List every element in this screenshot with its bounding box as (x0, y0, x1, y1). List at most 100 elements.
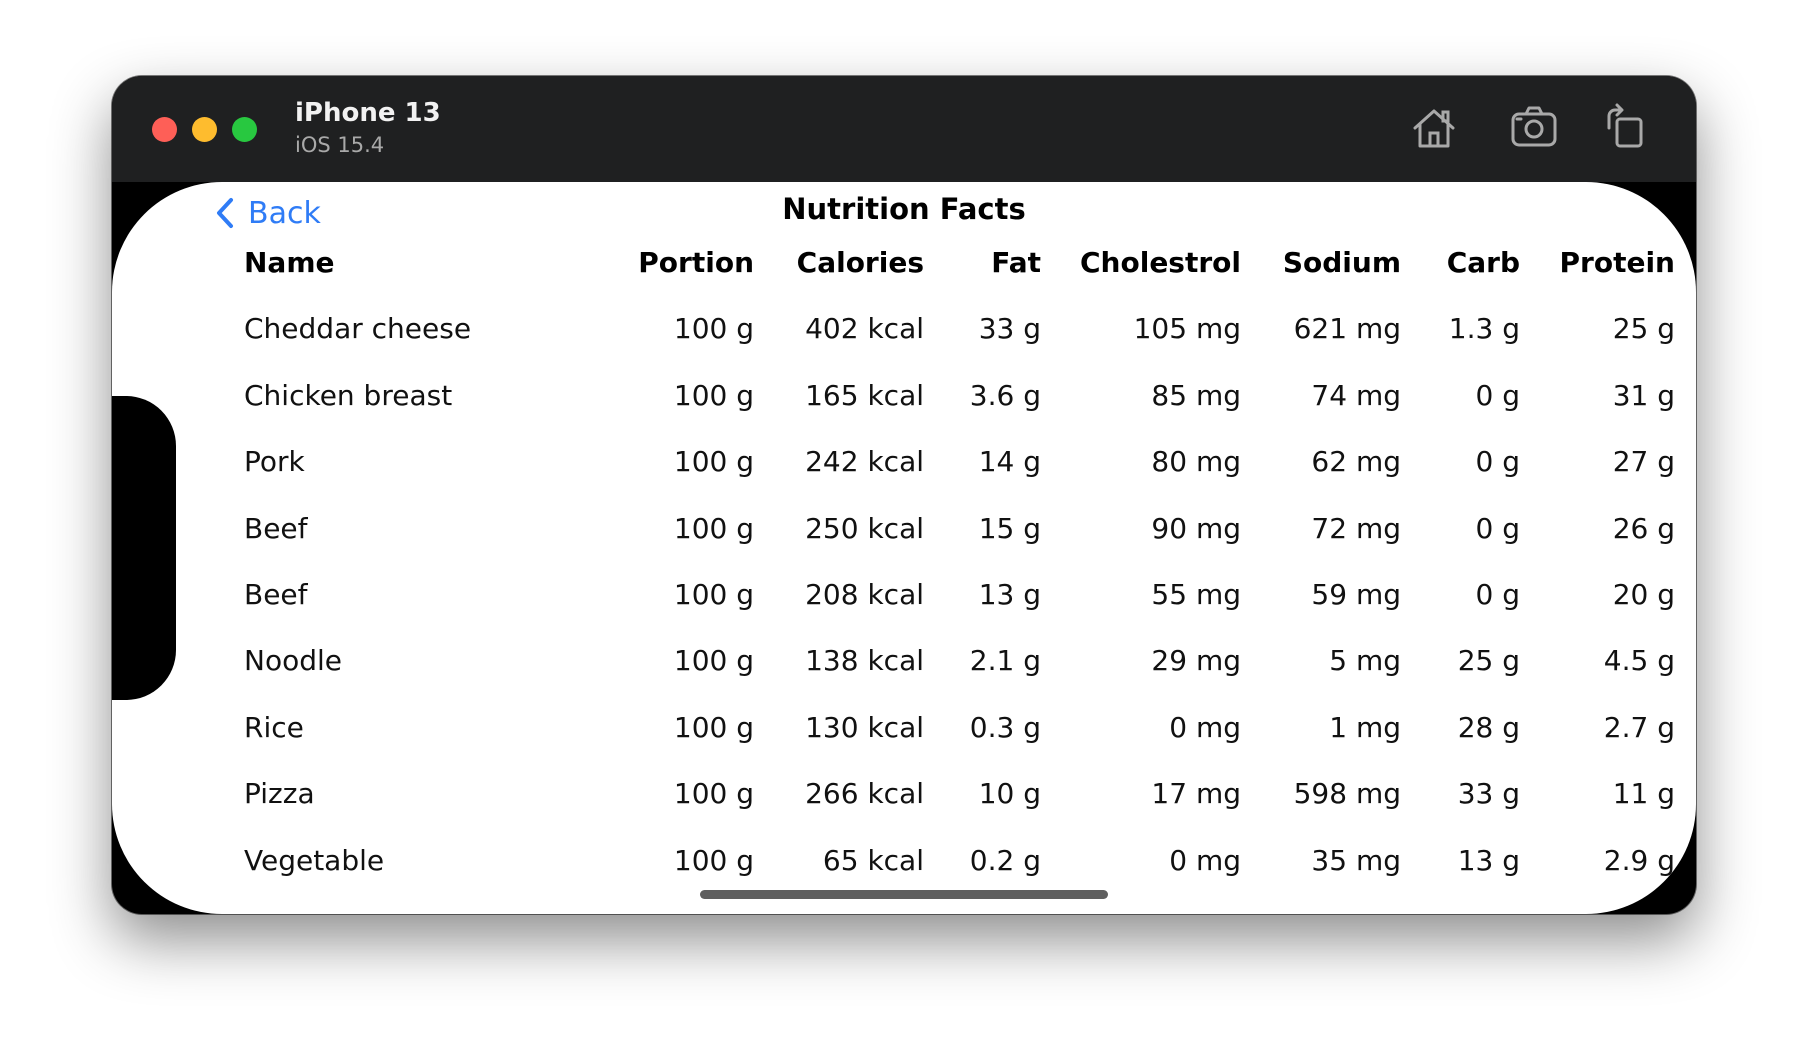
column-header-calories: Calories (796, 246, 924, 279)
cell-portion: 100 g (673, 511, 754, 545)
cell-carb: 0 g (1475, 378, 1521, 412)
nutrition-table: Name Portion Calories Fat Cholestrol Sod… (244, 230, 1675, 894)
column-header-portion: Portion (638, 246, 754, 279)
cell-protein: 2.9 g (1603, 843, 1675, 877)
cell-portion: 100 g (673, 312, 754, 346)
cell-fat: 3.6 g (969, 378, 1041, 412)
cell-protein: 4.5 g (1603, 644, 1675, 678)
cell-carb: 0 g (1475, 577, 1521, 611)
cell-protein: 27 g (1612, 445, 1675, 479)
cell-protein: 20 g (1612, 577, 1675, 611)
cell-carb: 25 g (1457, 644, 1520, 678)
cell-fat: 15 g (978, 511, 1041, 545)
cell-name: Cheddar cheese (244, 312, 472, 346)
cell-sodium: 72 mg (1311, 511, 1401, 545)
cell-carb: 13 g (1457, 843, 1520, 877)
cell-cholesterol: 29 mg (1151, 644, 1241, 678)
zoom-window-button[interactable] (232, 117, 257, 142)
minimize-window-button[interactable] (192, 117, 217, 142)
cell-name: Vegetable (244, 843, 385, 877)
cell-portion: 100 g (673, 843, 754, 877)
chevron-left-icon (217, 198, 233, 228)
cell-fat: 13 g (978, 577, 1041, 611)
cell-name: Pizza (244, 777, 315, 811)
table-row: Chicken breast 100 g 165 kcal 3.6 g 85 m… (244, 363, 1675, 429)
table-header-row: Name Portion Calories Fat Cholestrol Sod… (244, 230, 1675, 296)
cell-fat: 0.2 g (969, 843, 1041, 877)
cell-carb: 33 g (1457, 777, 1520, 811)
cell-cholesterol: 0 mg (1169, 843, 1241, 877)
cell-carb: 1.3 g (1448, 312, 1520, 346)
rotate-icon (1607, 103, 1643, 148)
cell-name: Chicken breast (244, 378, 453, 412)
simulator-window: iPhone 13 iOS 15.4 (112, 76, 1696, 914)
table-row: Rice 100 g 130 kcal 0.3 g 0 mg 1 mg 28 g… (244, 695, 1675, 761)
cell-portion: 100 g (673, 644, 754, 678)
cell-carb: 0 g (1475, 511, 1521, 545)
cell-protein: 31 g (1612, 378, 1675, 412)
table-row: Pork 100 g 242 kcal 14 g 80 mg 62 mg 0 g… (244, 429, 1675, 495)
cell-name: Noodle (244, 644, 342, 678)
cell-sodium: 35 mg (1311, 843, 1401, 877)
cell-carb: 28 g (1457, 710, 1520, 744)
cell-fat: 14 g (978, 445, 1041, 479)
cell-name: Beef (244, 577, 308, 611)
cell-cholesterol: 17 mg (1151, 777, 1241, 811)
device-os-version: iOS 15.4 (295, 133, 385, 157)
cell-sodium: 598 mg (1293, 777, 1401, 811)
screenshot-button[interactable] (1508, 102, 1560, 154)
home-icon (1413, 109, 1455, 148)
home-button[interactable] (1408, 102, 1460, 154)
cell-calories: 250 kcal (805, 511, 924, 545)
column-header-carb: Carb (1446, 246, 1520, 279)
cell-calories: 208 kcal (805, 577, 924, 611)
cell-calories: 138 kcal (805, 644, 924, 678)
page-title: Nutrition Facts (782, 192, 1026, 226)
cell-protein: 26 g (1612, 511, 1675, 545)
close-window-button[interactable] (152, 117, 177, 142)
rotate-button[interactable] (1599, 102, 1651, 154)
table-row: Cheddar cheese 100 g 402 kcal 33 g 105 m… (244, 296, 1675, 362)
column-header-sodium: Sodium (1282, 246, 1401, 279)
table-row: Noodle 100 g 138 kcal 2.1 g 29 mg 5 mg 2… (244, 628, 1675, 694)
cell-cholesterol: 55 mg (1151, 577, 1241, 611)
table-row: Vegetable 100 g 65 kcal 0.2 g 0 mg 35 mg… (244, 828, 1675, 894)
back-label: Back (248, 195, 321, 231)
table-row: Pizza 100 g 266 kcal 10 g 17 mg 598 mg 3… (244, 761, 1675, 827)
cell-cholesterol: 90 mg (1151, 511, 1241, 545)
column-header-cholesterol: Cholestrol (1080, 246, 1241, 279)
cell-calories: 165 kcal (805, 378, 924, 412)
cell-sodium: 621 mg (1293, 312, 1401, 346)
cell-sodium: 5 mg (1329, 644, 1401, 678)
back-button[interactable]: Back (214, 190, 321, 236)
cell-portion: 100 g (673, 445, 754, 479)
table-row: Beef 100 g 250 kcal 15 g 90 mg 72 mg 0 g… (244, 496, 1675, 562)
cell-fat: 2.1 g (969, 644, 1041, 678)
cell-calories: 65 kcal (822, 843, 924, 877)
cell-name: Rice (244, 710, 304, 744)
device-name: iPhone 13 (295, 98, 441, 128)
column-header-fat: Fat (991, 246, 1041, 279)
cell-cholesterol: 85 mg (1151, 378, 1241, 412)
cell-name: Beef (244, 511, 308, 545)
cell-fat: 33 g (978, 312, 1041, 346)
cell-sodium: 1 mg (1329, 710, 1401, 744)
cell-sodium: 74 mg (1311, 378, 1401, 412)
cell-fat: 0.3 g (969, 710, 1041, 744)
cell-cholesterol: 80 mg (1151, 445, 1241, 479)
cell-portion: 100 g (673, 777, 754, 811)
cell-sodium: 62 mg (1311, 445, 1401, 479)
cell-carb: 0 g (1475, 445, 1521, 479)
table-row: Beef 100 g 208 kcal 13 g 55 mg 59 mg 0 g… (244, 562, 1675, 628)
title-bar: iPhone 13 iOS 15.4 (112, 76, 1696, 182)
camera-icon (1511, 106, 1557, 147)
horizontal-scroll-indicator[interactable] (700, 890, 1108, 899)
cell-calories: 402 kcal (805, 312, 924, 346)
cell-calories: 266 kcal (805, 777, 924, 811)
cell-portion: 100 g (673, 577, 754, 611)
cell-name: Pork (244, 445, 305, 479)
column-header-protein: Protein (1559, 246, 1675, 279)
cell-portion: 100 g (673, 710, 754, 744)
cell-protein: 2.7 g (1603, 710, 1675, 744)
column-header-name: Name (244, 246, 335, 279)
